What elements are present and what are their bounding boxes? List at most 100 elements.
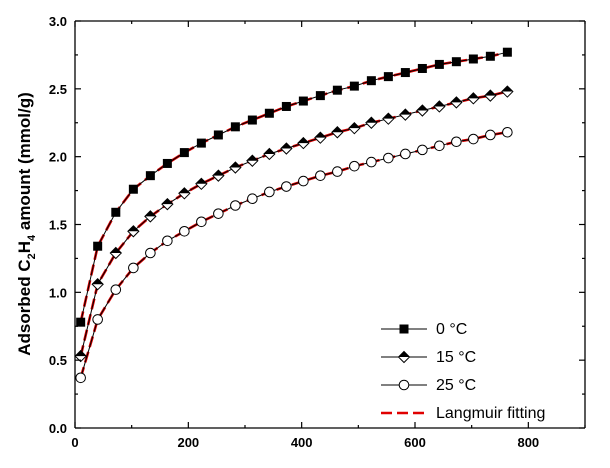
x-tick-label: 800 — [517, 435, 539, 450]
data-point-s0-shape — [128, 184, 138, 194]
data-point-s2 — [247, 193, 258, 205]
data-point-s2 — [349, 160, 360, 172]
y-axis-label-part: H — [15, 241, 34, 253]
data-point-s2 — [468, 133, 479, 145]
data-point-s1-fill — [280, 143, 292, 149]
data-point-s1-fill — [399, 109, 411, 115]
data-point-s1 — [484, 89, 497, 102]
data-point-s0-shape — [179, 148, 189, 158]
data-point-s0-shape — [111, 207, 121, 217]
data-point-s2 — [298, 175, 309, 187]
data-point-s1-fill — [365, 117, 377, 123]
data-point-s1-fill — [297, 137, 309, 144]
data-point-s0 — [213, 130, 223, 140]
data-point-s1-fill — [246, 155, 258, 161]
data-point-s1-fill — [501, 86, 513, 92]
data-point-s2-shape — [179, 225, 190, 237]
data-point-s2-shape — [247, 193, 258, 205]
data-point-s0-shape — [434, 59, 444, 69]
axes — [74, 20, 586, 429]
legend-symbol-2-shape — [398, 379, 410, 391]
data-point-s2-shape — [434, 140, 445, 152]
y-tick-label: 1.0 — [49, 285, 67, 300]
data-point-s2-shape — [468, 133, 479, 145]
data-point-s0-shape — [281, 101, 291, 111]
data-point-s1 — [246, 154, 259, 167]
data-point-s0-shape — [247, 115, 257, 125]
data-point-s0 — [400, 68, 410, 78]
data-point-s0-shape — [349, 81, 359, 91]
data-point-s2-shape — [485, 129, 496, 141]
data-point-s2 — [162, 235, 173, 247]
y-tick-label: 0.0 — [49, 421, 67, 436]
y-tick-label: 2.5 — [49, 82, 67, 97]
data-point-s0 — [383, 72, 393, 82]
data-point-s0 — [76, 317, 86, 327]
data-point-s2-shape — [110, 284, 122, 295]
data-point-s0-shape — [332, 85, 342, 95]
data-point-s0 — [162, 158, 172, 168]
data-point-s2 — [502, 126, 513, 138]
data-point-s1 — [109, 246, 123, 260]
data-point-s2-shape — [92, 314, 103, 325]
data-point-s1-fill — [263, 148, 275, 154]
data-point-s2-shape — [264, 186, 275, 198]
data-point-s0-shape — [93, 241, 103, 251]
y-axis-label: Adsorbed C2H4 amount (mmol/g) — [15, 92, 38, 355]
data-point-s1 — [331, 126, 344, 139]
data-point-s1-fill — [161, 198, 173, 205]
y-axis-label-subscript: 2 — [26, 253, 38, 259]
data-point-s0-shape — [264, 108, 274, 118]
data-point-s2-shape — [332, 166, 343, 177]
data-point-s1 — [195, 177, 208, 191]
legend-label-1: 15 °C — [436, 349, 476, 366]
data-point-s1 — [229, 161, 242, 174]
data-point-s0-shape — [315, 91, 325, 101]
data-point-s1 — [433, 100, 446, 113]
data-point-s0 — [93, 241, 103, 251]
data-point-s0-shape — [417, 63, 427, 73]
data-point-s2 — [485, 129, 496, 141]
data-point-s0 — [366, 76, 376, 86]
data-point-s0-shape — [451, 57, 461, 67]
series-line-2 — [80, 131, 508, 378]
data-point-s2 — [451, 136, 462, 148]
data-point-s0-shape — [383, 72, 393, 82]
data-point-s2 — [434, 140, 445, 152]
data-point-s1-fill — [416, 105, 428, 111]
data-point-s2-shape — [315, 170, 326, 181]
data-point-s0 — [230, 122, 240, 132]
y-axis-label-subscript: 4 — [26, 234, 38, 241]
data-point-s2-shape — [298, 175, 309, 187]
data-point-s1 — [212, 169, 225, 182]
series-line-0 — [80, 51, 508, 323]
x-tick-label: 600 — [404, 435, 426, 450]
data-point-s1-fill — [75, 350, 87, 357]
data-point-s2 — [145, 247, 156, 259]
data-point-s1-fill — [229, 162, 241, 168]
data-point-s2-shape — [281, 181, 292, 192]
data-point-s2-shape — [400, 148, 411, 160]
data-point-s0 — [434, 59, 444, 69]
y-axis-label-part: amount (mmol/g) — [15, 92, 34, 235]
data-point-s0 — [417, 63, 427, 73]
data-point-s1-fill — [127, 225, 139, 232]
data-point-s2 — [383, 152, 394, 164]
x-tick-label: 400 — [291, 435, 313, 450]
data-point-s1-fill — [195, 178, 207, 184]
data-point-s2-shape — [162, 235, 173, 247]
data-point-s0 — [111, 207, 121, 217]
data-point-s1 — [450, 96, 463, 109]
data-point-s2-shape — [230, 200, 241, 211]
data-point-s1-fill — [348, 122, 360, 129]
legend: 0 °C 15 °C 25 °C Langmuir fitting — [381, 321, 545, 422]
data-point-s2-shape — [128, 262, 139, 274]
data-point-s1 — [91, 277, 104, 291]
x-tick-label: 0 — [71, 435, 78, 450]
data-point-s2 — [332, 166, 343, 177]
data-point-s2 — [110, 284, 122, 295]
data-point-s1 — [365, 116, 378, 129]
data-point-s1-fill — [484, 90, 496, 96]
data-point-s0 — [298, 96, 308, 106]
data-point-s1 — [382, 112, 395, 125]
